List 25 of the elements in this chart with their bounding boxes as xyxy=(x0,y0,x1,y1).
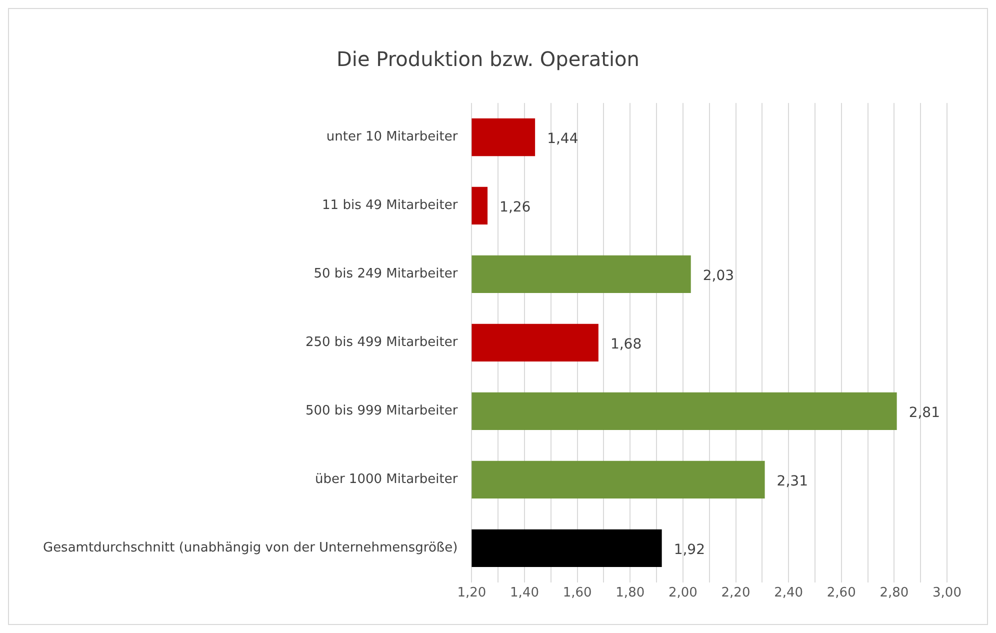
x-tick-label: 1,40 xyxy=(510,586,539,601)
y-tick-label: 50 bis 249 Mitarbeiter xyxy=(314,266,458,282)
y-tick-label: 11 bis 49 Mitarbeiter xyxy=(322,198,458,214)
data-label: 2,03 xyxy=(702,268,734,284)
x-tick-label: 2,20 xyxy=(721,586,750,601)
y-tick-label: unter 10 Mitarbeiter xyxy=(326,130,458,145)
y-tick-label: Gesamtdurchschnitt (unabhängig von der Unternehmensgröße) xyxy=(42,540,458,556)
y-tick-label: über 1000 Mitarbeiter xyxy=(314,472,458,488)
y-tick-label: 250 bis 499 Mitarbeiter xyxy=(305,335,458,350)
data-label: 2,81 xyxy=(908,404,940,421)
x-tick-label: 1,20 xyxy=(457,586,486,601)
x-tick-label: 1,60 xyxy=(562,586,592,601)
x-tick-label: 2,40 xyxy=(774,586,804,601)
x-tick-label: 2,80 xyxy=(880,586,909,601)
chart-title: Die Produktion bzw. Operation xyxy=(336,47,640,72)
data-label: 2,31 xyxy=(776,473,808,490)
data-label: 1,68 xyxy=(610,336,642,352)
data-label: 1,26 xyxy=(500,199,531,216)
x-tick-label: 3,00 xyxy=(932,586,962,601)
x-tick-label: 1,80 xyxy=(616,586,645,601)
x-tick-label: 2,60 xyxy=(826,586,856,601)
data-label: 1,92 xyxy=(674,542,705,558)
x-tick-label: 2,00 xyxy=(668,586,698,601)
y-tick-label: 500 bis 999 Mitarbeiter xyxy=(305,404,458,419)
data-label: 1,44 xyxy=(547,130,578,147)
